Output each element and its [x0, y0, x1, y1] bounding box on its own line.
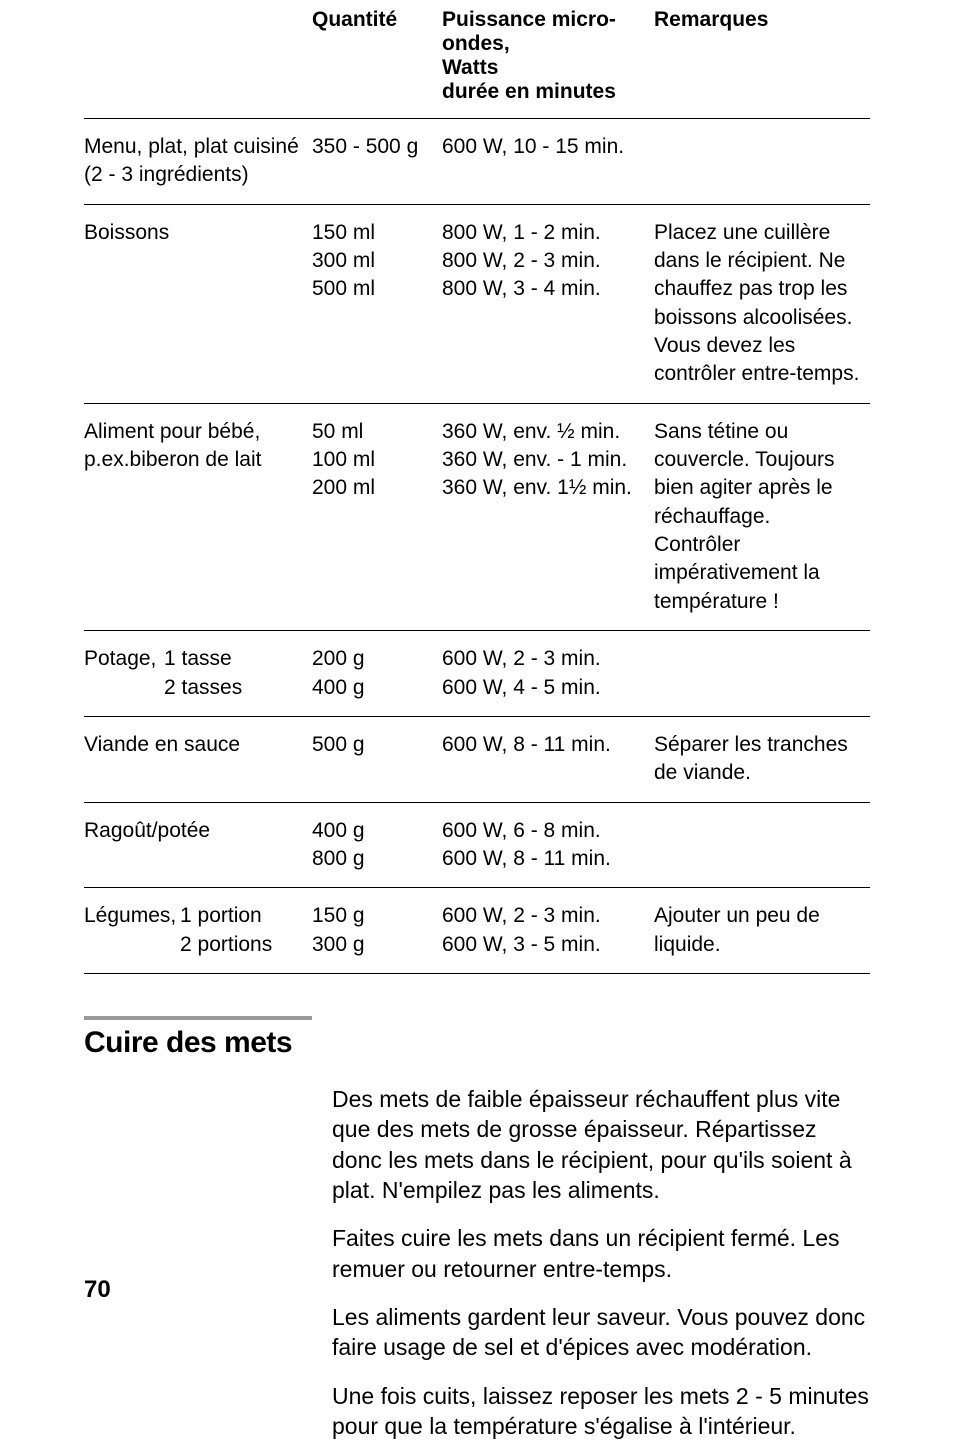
paragraph: Des mets de faible épaisseur réchauffent… — [332, 1084, 870, 1205]
cell: 350 - 500 g — [312, 119, 442, 205]
table-row: Aliment pour bébé,p.ex.biberon de lait 5… — [84, 403, 870, 630]
cell: 360 W, env. ½ min.360 W, env. - 1 min.36… — [442, 403, 654, 630]
cell: Aliment pour bébé,p.ex.biberon de lait — [84, 403, 312, 630]
cell — [654, 631, 870, 717]
page: Quantité Puissance micro-ondes,Wattsduré… — [0, 0, 954, 1352]
cell-sub: 1 portion2 portions — [180, 902, 272, 959]
header-col2: Quantité — [312, 0, 442, 119]
cell: 600 W, 2 - 3 min.600 W, 3 - 5 min. — [442, 888, 654, 974]
cell: Menu, plat, plat cuisiné(2 - 3 ingrédien… — [84, 119, 312, 205]
cell: 600 W, 2 - 3 min.600 W, 4 - 5 min. — [442, 631, 654, 717]
cell-sub: 1 tasse2 tasses — [164, 645, 242, 702]
cell: 600 W, 8 - 11 min. — [442, 716, 654, 802]
paragraph: Les aliments gardent leur saveur. Vous p… — [332, 1302, 870, 1363]
table-row: Légumes,1 portion2 portions 150 g300 g 6… — [84, 888, 870, 974]
header-col1 — [84, 0, 312, 119]
cell: Séparer les tranches de viande. — [654, 716, 870, 802]
cell — [654, 119, 870, 205]
cell: Légumes,1 portion2 portions — [84, 888, 312, 974]
table-row: Viande en sauce 500 g 600 W, 8 - 11 min.… — [84, 716, 870, 802]
cell: Boissons — [84, 204, 312, 403]
data-table: Quantité Puissance micro-ondes,Wattsduré… — [84, 0, 870, 974]
table-row: Boissons 150 ml300 ml500 ml 800 W, 1 - 2… — [84, 204, 870, 403]
cell: 500 g — [312, 716, 442, 802]
cell: 150 ml300 ml500 ml — [312, 204, 442, 403]
cell: Potage,1 tasse2 tasses — [84, 631, 312, 717]
cell: 400 g800 g — [312, 802, 442, 888]
section-rule — [84, 1016, 312, 1020]
cell: 200 g400 g — [312, 631, 442, 717]
paragraph: Une fois cuits, laissez reposer les mets… — [332, 1381, 870, 1442]
cell-label: Potage, — [84, 645, 164, 673]
cell: Ragoût/potée — [84, 802, 312, 888]
cell: 150 g300 g — [312, 888, 442, 974]
table-header-row: Quantité Puissance micro-ondes,Wattsduré… — [84, 0, 870, 119]
cell: Viande en sauce — [84, 716, 312, 802]
cell: Sans tétine ou couvercle. Toujours bien … — [654, 403, 870, 630]
section-body: Des mets de faible épaisseur réchauffent… — [332, 1084, 870, 1442]
cell: Placez une cuillère dans le récipient. N… — [654, 204, 870, 403]
cell: 50 ml100 ml200 ml — [312, 403, 442, 630]
page-number: 70 — [84, 1276, 111, 1304]
cell-label: Légumes, — [84, 902, 180, 930]
cell: 600 W, 6 - 8 min.600 W, 8 - 11 min. — [442, 802, 654, 888]
header-col3: Puissance micro-ondes,Wattsdurée en minu… — [442, 0, 654, 119]
header-col4: Remarques — [654, 0, 870, 119]
table-row: Menu, plat, plat cuisiné(2 - 3 ingrédien… — [84, 119, 870, 205]
cell: 800 W, 1 - 2 min.800 W, 2 - 3 min.800 W,… — [442, 204, 654, 403]
section-title: Cuire des mets — [84, 1026, 312, 1060]
table-row: Potage,1 tasse2 tasses 200 g400 g 600 W,… — [84, 631, 870, 717]
cell: Ajouter un peu de liquide. — [654, 888, 870, 974]
section-header: Cuire des mets — [84, 1016, 870, 1060]
paragraph: Faites cuire les mets dans un récipient … — [332, 1223, 870, 1284]
cell: 600 W, 10 - 15 min. — [442, 119, 654, 205]
table-row: Ragoût/potée 400 g800 g 600 W, 6 - 8 min… — [84, 802, 870, 888]
cell — [654, 802, 870, 888]
